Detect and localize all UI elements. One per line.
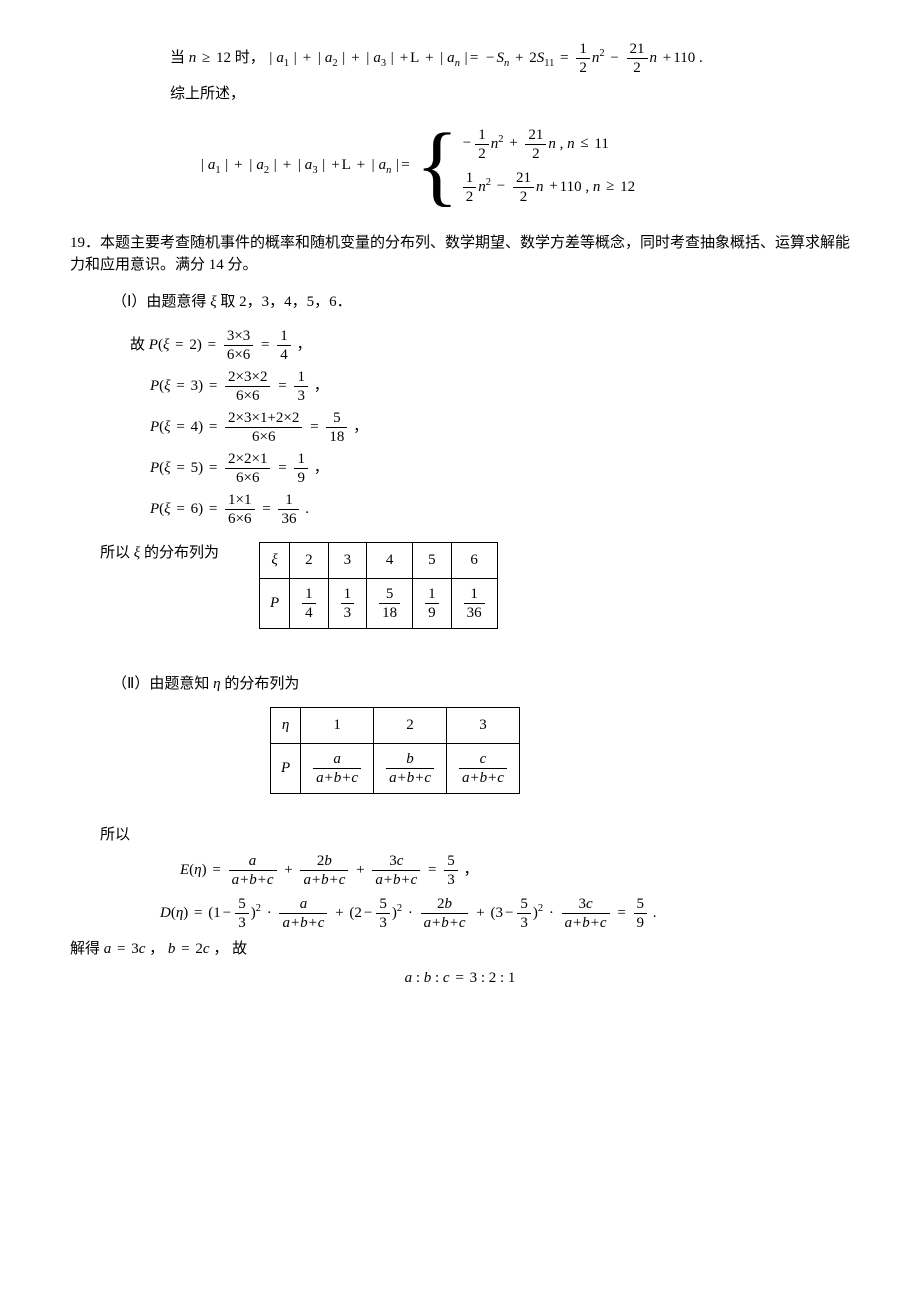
xi-header: ξ: [259, 543, 289, 579]
cn-prefix: 当: [170, 50, 185, 66]
p-label: P: [259, 578, 289, 628]
xi-dist-table: ξ 2 3 4 5 6 P 14 13 518 19 136: [259, 542, 498, 629]
e-eta-line: E(η) = aa+b+c + 2ba+b+c + 3ca+b+c = 53 ，: [180, 852, 850, 889]
xi-col: 5: [413, 543, 452, 579]
d-eta-line: D(η) = (1−53)2 · aa+b+c + (2−53)2 · 2ba+…: [160, 895, 850, 932]
xi-col: 6: [451, 543, 497, 579]
xi-dist-row: 所以 ξ 的分布列为 ξ 2 3 4 5 6 P 14 13 518 19 13…: [70, 538, 850, 633]
prob-lines: 故 P(ξ = 2) = 3×36×6 = 14 ， P(ξ = 3) = 2×…: [70, 327, 850, 528]
solve-tail: ， 故: [213, 941, 247, 957]
eta-col: 3: [446, 708, 519, 744]
p-label: P: [271, 743, 301, 793]
tail: ，: [353, 419, 368, 435]
part-ii-label: （Ⅱ）由题意知 η 的分布列为: [112, 673, 850, 696]
ratio-line: a : b : c = 3 : 2 : 1: [70, 967, 850, 990]
tail: .: [305, 501, 309, 517]
piecewise-eq: | a1 | + | a2 | + | a3 | +L + | an |= { …: [200, 120, 850, 212]
summary-label: 综上所述，: [170, 83, 850, 106]
tail: ，: [314, 378, 329, 394]
sep: ，: [149, 941, 164, 957]
eta-dist-table: η 1 2 3 P aa+b+c ba+b+c ca+b+c: [270, 707, 520, 794]
xi-col: 4: [367, 543, 413, 579]
part-i-label: （Ⅰ）由题意得 ξ 取 2，3，4，5，6．: [112, 291, 850, 314]
eta-col: 1: [301, 708, 374, 744]
tail: ，: [314, 460, 329, 476]
q19-intro: 19．本题主要考查随机事件的概率和随机变量的分布列、数学期望、数学方差等概念，同…: [70, 232, 850, 277]
cn-mid: 时，: [235, 50, 265, 66]
line-sum-n-ge-12: 当 n ≥ 12 时， | a1 | + | a2 | + | a3 | +L …: [170, 40, 850, 77]
eta-dist-table-wrap: η 1 2 3 P aa+b+c ba+b+c ca+b+c: [270, 707, 850, 794]
solve-line: 解得 a = 3c ， b = 2c ， 故: [70, 938, 850, 961]
xi-col: 3: [328, 543, 367, 579]
so-label: 所以: [100, 824, 850, 847]
solve-prefix: 解得: [70, 941, 104, 957]
xi-col: 2: [290, 543, 329, 579]
eta-header: η: [271, 708, 301, 744]
dot: .: [699, 50, 703, 66]
eta-col: 2: [374, 708, 447, 744]
cn-gu: 故: [130, 337, 145, 353]
tail: ，: [297, 337, 312, 353]
